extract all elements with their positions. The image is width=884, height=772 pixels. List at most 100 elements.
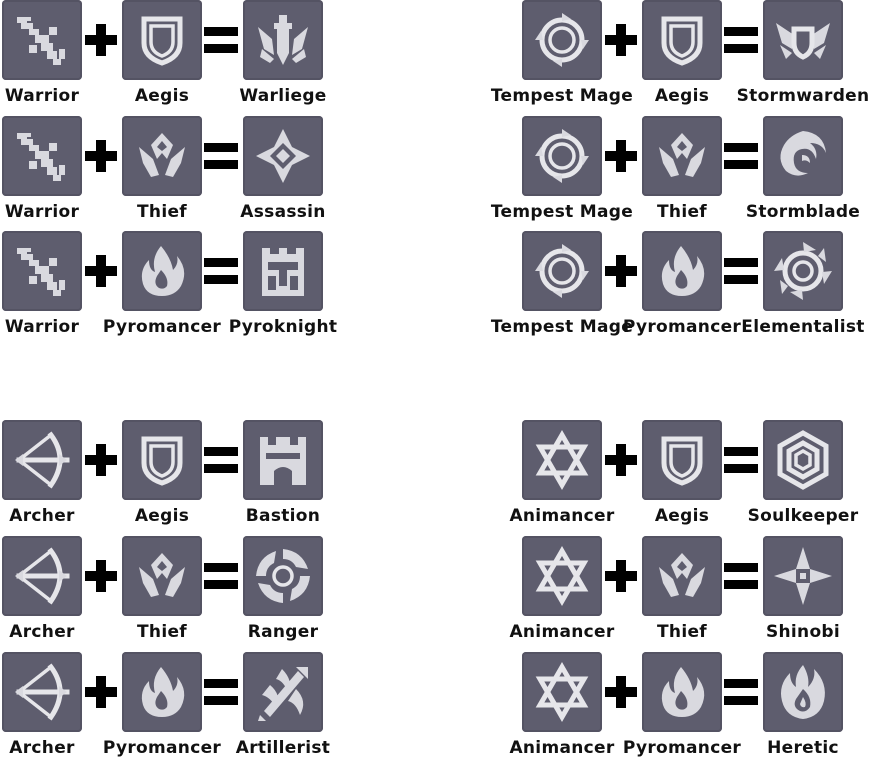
ingredient-a: Warrior (2, 231, 82, 337)
ingredient-a-label: Tempest Mage (490, 202, 634, 222)
result-class: Heretic (763, 652, 843, 758)
recipe-row: Archer Thief Ranger (0, 536, 330, 652)
plus-icon (602, 134, 642, 178)
ingredient-b-label: Thief (657, 622, 707, 642)
recipe-row: Warrior Pyromancer Pyroknight (0, 231, 337, 347)
ingredient-b-label: Aegis (654, 506, 710, 526)
equals-icon (722, 134, 762, 178)
archer-icon (2, 652, 82, 732)
plus-icon (82, 249, 122, 293)
plus-icon (602, 438, 642, 482)
result-class: Stormblade (746, 116, 860, 222)
recipe-row: Archer Aegis Bastion (0, 420, 330, 536)
ingredient-b-label: Aegis (134, 506, 190, 526)
result-class: Artillerist (236, 652, 330, 758)
stormwarden-icon (763, 0, 843, 80)
thief-icon (122, 536, 202, 616)
warrior-icon-glyph (17, 248, 65, 296)
tempest-mage-icon-glyph (535, 129, 589, 183)
ingredient-a: Archer (2, 652, 82, 758)
ingredient-a-label: Warrior (4, 202, 80, 222)
plus-icon (82, 554, 122, 598)
pyromancer-icon (122, 652, 202, 732)
ranger-icon-glyph (256, 549, 310, 603)
ingredient-a: Archer (2, 420, 82, 526)
pyromancer-icon-glyph (661, 246, 705, 296)
ingredient-a-label: Warrior (4, 86, 80, 106)
ingredient-a: Archer (2, 536, 82, 642)
aegis-icon-glyph (141, 16, 183, 66)
ingredient-a-label: Archer (9, 506, 75, 526)
equals-icon (722, 249, 762, 293)
warrior-icon (2, 231, 82, 311)
recipe-row: Tempest Mage Aegis Stormwarden (491, 0, 869, 116)
ingredient-b-label: Thief (137, 202, 187, 222)
thief-icon-glyph (659, 133, 705, 177)
recipe-row: Animancer Thief Shinobi (509, 536, 850, 652)
warrior-icon (2, 0, 82, 80)
pyromancer-icon (642, 231, 722, 311)
warrior-icon-glyph (17, 133, 65, 181)
archer-icon-glyph (15, 431, 70, 489)
equals-icon (722, 438, 762, 482)
soulkeeper-icon-glyph (777, 430, 829, 490)
plus-icon (82, 134, 122, 178)
result-class: Elementalist (741, 231, 864, 337)
aegis-icon (122, 420, 202, 500)
ingredient-b: Aegis (122, 420, 202, 526)
ingredient-a: Animancer (509, 420, 614, 526)
ingredient-a-label: Animancer (509, 738, 615, 758)
plus-icon (82, 438, 122, 482)
ingredient-a: Tempest Mage (491, 116, 633, 222)
stormblade-icon (763, 116, 843, 196)
plus-icon (602, 554, 642, 598)
bastion-icon-glyph (260, 437, 306, 485)
plus-icon (82, 18, 122, 62)
equals-icon (722, 554, 762, 598)
result-class-label: Stormwarden (736, 86, 870, 106)
equals-icon (202, 134, 242, 178)
stormwarden-icon-glyph (776, 23, 830, 60)
tempest-mage-icon (522, 231, 602, 311)
ingredient-a: Animancer (509, 536, 614, 642)
recipe-row: Archer Pyromancer Artillerist (0, 652, 330, 768)
plus-icon (602, 670, 642, 714)
recipe-row: Tempest Mage Thief Stormblade (491, 116, 860, 232)
pyromancer-icon (642, 652, 722, 732)
pyromancer-icon-glyph (141, 667, 185, 717)
result-class: Stormwarden (737, 0, 869, 106)
equals-icon (202, 18, 242, 62)
plus-icon (602, 18, 642, 62)
equals-icon (722, 18, 762, 62)
plus-icon (602, 249, 642, 293)
recipe-row: Animancer Pyromancer Heretic (509, 652, 850, 768)
tempest-mage-icon (522, 0, 602, 80)
result-class: Soulkeeper (748, 420, 858, 526)
assassin-icon (243, 116, 323, 196)
ingredient-b-label: Pyromancer (622, 317, 742, 337)
ingredient-b: Pyromancer (623, 652, 741, 758)
animancer-icon-glyph (535, 662, 589, 722)
animancer-icon (522, 420, 602, 500)
ranger-icon (243, 536, 323, 616)
ingredient-b: Aegis (642, 420, 722, 526)
equals-icon (202, 670, 242, 714)
ingredient-b-label: Pyromancer (622, 738, 742, 758)
equals-icon (202, 249, 242, 293)
ingredient-b-label: Thief (657, 202, 707, 222)
ingredient-b: Pyromancer (103, 652, 221, 758)
animancer-icon-glyph (535, 546, 589, 606)
pyromancer-icon-glyph (661, 667, 705, 717)
elementalist-icon (763, 231, 843, 311)
result-class: Shinobi (763, 536, 843, 642)
ingredient-a: Warrior (2, 0, 82, 106)
assassin-icon-glyph (256, 129, 310, 183)
ingredient-b: Thief (122, 116, 202, 222)
plus-icon (82, 670, 122, 714)
thief-icon-glyph (139, 133, 185, 177)
aegis-icon-glyph (141, 436, 183, 486)
aegis-icon-glyph (661, 16, 703, 66)
result-class-label: Elementalist (741, 317, 865, 337)
ingredient-b-label: Thief (137, 622, 187, 642)
result-class-label: Heretic (767, 738, 839, 758)
